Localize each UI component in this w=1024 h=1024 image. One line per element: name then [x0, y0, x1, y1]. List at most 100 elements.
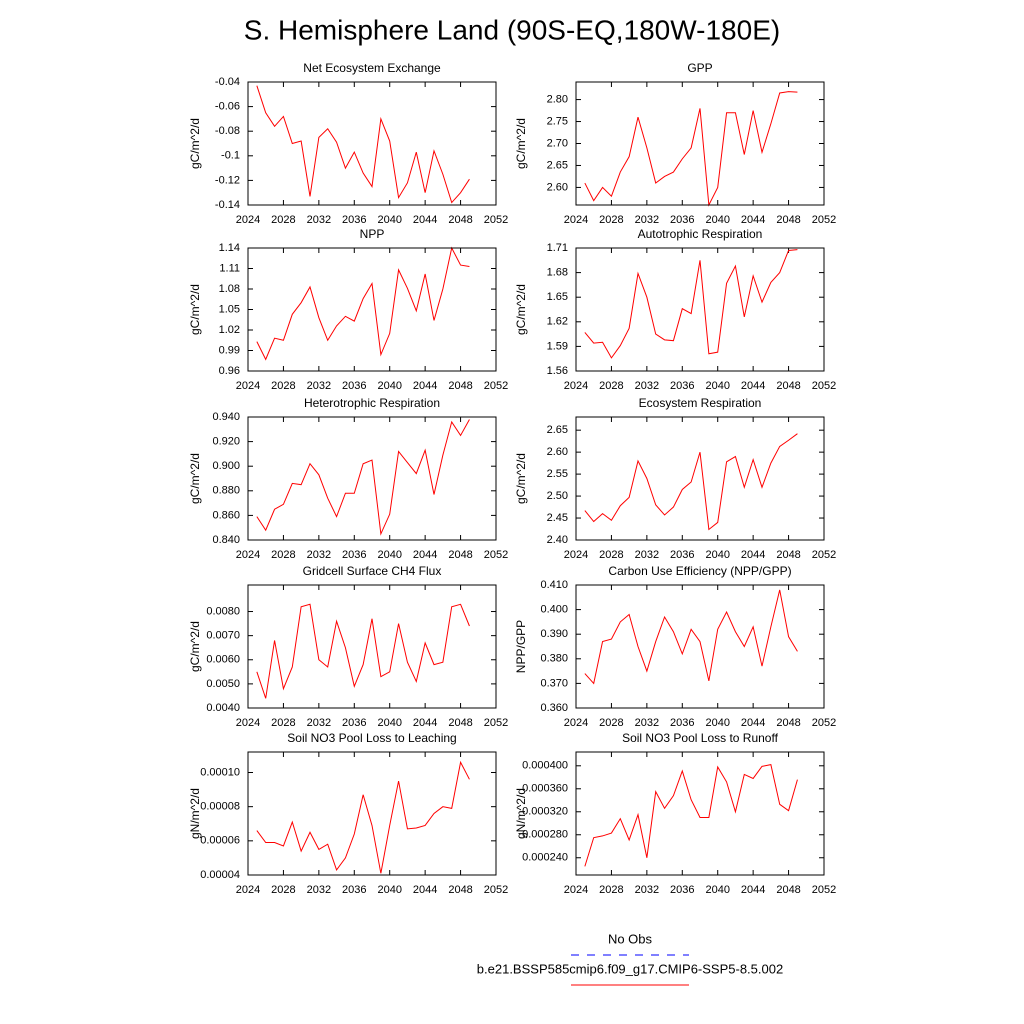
y-tick-label: 0.920	[212, 436, 240, 448]
data-line	[256, 603, 470, 699]
panel-title: Carbon Use Efficiency (NPP/GPP)	[608, 564, 791, 578]
x-tick-label: 2032	[635, 549, 659, 561]
y-tick-label: -0.1	[221, 150, 240, 162]
x-tick-label: 2036	[342, 380, 366, 392]
x-tick-label: 2036	[670, 884, 694, 896]
data-line	[584, 91, 798, 207]
plot-frame	[575, 584, 825, 709]
y-tick-label: 0.360	[540, 702, 568, 714]
y-axis-label: gC/m^2/d	[514, 118, 528, 169]
x-tick-label: 2044	[741, 380, 765, 392]
y-tick-label: 0.0040	[206, 702, 240, 714]
x-tick-label: 2032	[635, 884, 659, 896]
panel-title: Soil NO3 Pool Loss to Leaching	[287, 731, 456, 745]
x-tick-label: 2048	[776, 717, 800, 729]
plot-frame	[247, 247, 497, 372]
y-tick-label: 2.40	[547, 534, 568, 546]
x-tick-label: 2040	[705, 717, 729, 729]
x-tick-label: 2044	[413, 380, 437, 392]
y-tick-label: 2.60	[547, 446, 568, 458]
x-tick-label: 2032	[635, 380, 659, 392]
x-tick-label: 2032	[307, 214, 331, 226]
y-tick-label: 1.59	[547, 340, 568, 352]
x-tick-label: 2032	[307, 549, 331, 561]
data-line	[584, 764, 798, 867]
y-tick-label: 0.940	[212, 411, 240, 423]
x-tick-label: 2044	[413, 717, 437, 729]
x-tick-label: 2028	[271, 549, 295, 561]
panel-title: GPP	[687, 61, 712, 75]
x-tick-label: 2024	[236, 717, 260, 729]
y-tick-label: 0.370	[540, 677, 568, 689]
y-tick-label: 1.65	[547, 291, 568, 303]
y-tick-label: 0.000240	[522, 852, 568, 864]
x-tick-label: 2052	[812, 549, 836, 561]
x-tick-label: 2024	[236, 549, 260, 561]
x-tick-label: 2024	[236, 380, 260, 392]
x-tick-label: 2052	[484, 214, 508, 226]
y-tick-label: 0.0080	[206, 605, 240, 617]
y-tick-label: 2.50	[547, 490, 568, 502]
x-tick-label: 2048	[776, 884, 800, 896]
data-line	[584, 249, 798, 359]
x-tick-label: 2040	[705, 549, 729, 561]
y-tick-label: 0.00006	[200, 835, 240, 847]
x-tick-label: 2052	[812, 884, 836, 896]
y-axis-label: gN/m^2/d	[514, 788, 528, 839]
y-axis-label: NPP/GPP	[514, 620, 528, 673]
x-tick-label: 2052	[484, 549, 508, 561]
x-tick-label: 2032	[635, 214, 659, 226]
x-tick-label: 2048	[448, 717, 472, 729]
plot-frame	[575, 751, 825, 876]
x-tick-label: 2048	[776, 380, 800, 392]
x-tick-label: 2048	[448, 380, 472, 392]
y-tick-label: 0.00008	[200, 801, 240, 813]
plot-frame	[247, 751, 497, 876]
y-tick-label: 0.900	[212, 460, 240, 472]
x-tick-label: 2028	[271, 380, 295, 392]
x-tick-label: 2044	[741, 214, 765, 226]
y-tick-label: 0.880	[212, 485, 240, 497]
y-tick-label: 1.56	[547, 365, 568, 377]
panel-title: Net Ecosystem Exchange	[303, 61, 441, 75]
y-tick-label: -0.04	[215, 76, 240, 88]
y-tick-label: -0.06	[215, 101, 240, 113]
y-tick-label: -0.12	[215, 174, 240, 186]
y-tick-label: 0.380	[540, 653, 568, 665]
panel-title: Gridcell Surface CH4 Flux	[303, 564, 442, 578]
x-tick-label: 2040	[377, 380, 401, 392]
plot-frame	[247, 584, 497, 709]
x-tick-label: 2028	[599, 380, 623, 392]
y-tick-label: 0.410	[540, 579, 568, 591]
y-tick-label: 2.75	[547, 115, 568, 127]
y-axis-label: gC/m^2/d	[188, 118, 202, 169]
data-line	[584, 433, 798, 531]
y-tick-label: 0.000400	[522, 760, 568, 772]
y-tick-label: 0.000320	[522, 806, 568, 818]
y-tick-label: 0.390	[540, 628, 568, 640]
y-tick-label: 2.70	[547, 137, 568, 149]
y-tick-label: 2.45	[547, 512, 568, 524]
panel-title: NPP	[360, 227, 385, 241]
data-line	[256, 760, 470, 874]
y-tick-label: 0.860	[212, 509, 240, 521]
y-tick-label: 2.60	[547, 181, 568, 193]
plot-frame	[575, 247, 825, 372]
x-tick-label: 2044	[413, 549, 437, 561]
x-tick-label: 2040	[705, 884, 729, 896]
x-tick-label: 2044	[413, 214, 437, 226]
plot-frame	[575, 81, 825, 206]
y-tick-label: 1.68	[547, 267, 568, 279]
x-tick-label: 2028	[271, 717, 295, 729]
x-tick-label: 2028	[599, 549, 623, 561]
x-tick-label: 2032	[307, 380, 331, 392]
x-tick-label: 2036	[342, 884, 366, 896]
x-tick-label: 2040	[705, 380, 729, 392]
y-tick-label: 2.65	[547, 424, 568, 436]
y-tick-label: 0.000280	[522, 829, 568, 841]
x-tick-label: 2036	[670, 549, 694, 561]
plot-frame	[247, 416, 497, 541]
x-tick-label: 2044	[413, 884, 437, 896]
x-tick-label: 2036	[670, 214, 694, 226]
